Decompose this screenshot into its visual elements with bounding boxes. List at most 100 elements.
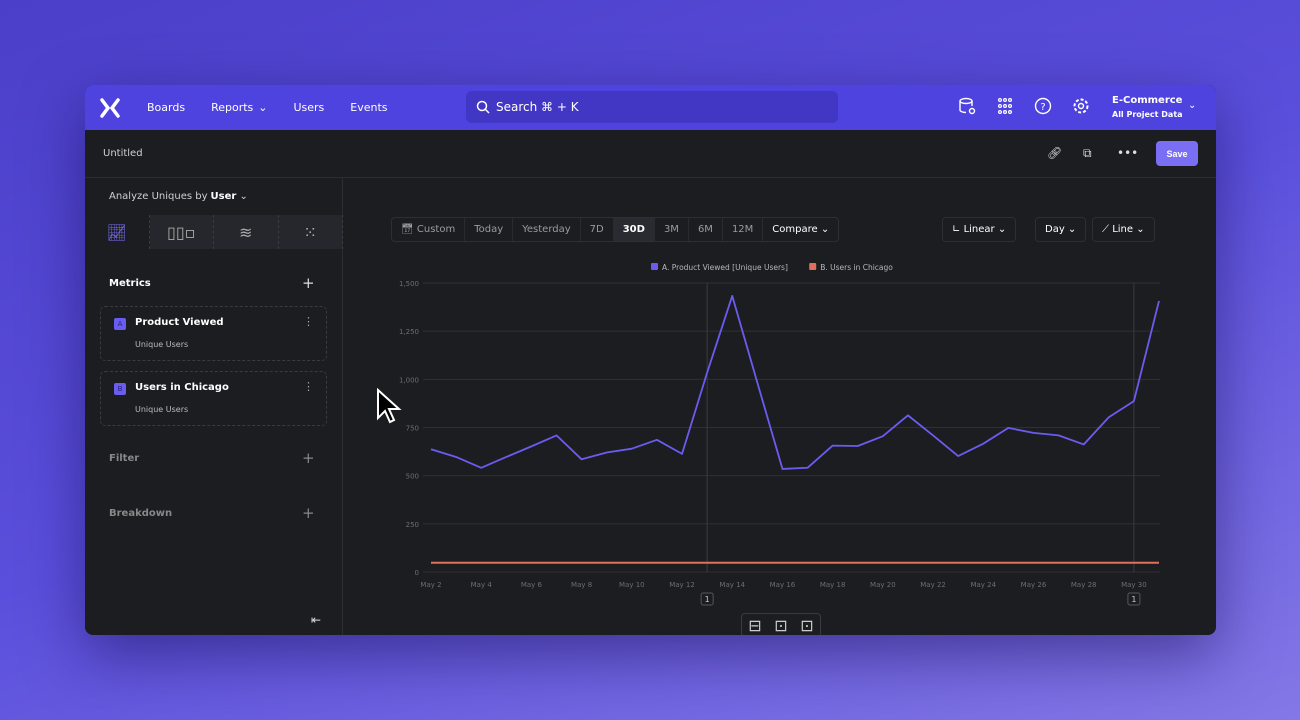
compare-label: Compare [772, 224, 818, 235]
metric-measure[interactable]: Unique Users [135, 340, 189, 349]
y-tick-label: 1,250 [399, 328, 419, 336]
analyze-label: Analyze Uniques by [109, 191, 208, 202]
metric-measure[interactable]: Unique Users [135, 405, 189, 414]
add-metric-button[interactable]: + [302, 274, 315, 292]
metric-card[interactable]: B Users in Chicago Unique Users ⋮ [100, 371, 327, 426]
y-tick-label: 1,500 [399, 280, 419, 288]
project-name: E-Commerce [1112, 95, 1183, 106]
y-tick-label: 250 [406, 521, 419, 529]
report-title[interactable]: Untitled [103, 148, 143, 159]
tab-flows-icon[interactable]: ≋ [214, 215, 279, 249]
nav-users[interactable]: Users [293, 101, 324, 114]
interval-label: Day [1045, 224, 1065, 235]
metric-name: Product Viewed [135, 317, 224, 328]
report-header: Untitled 🔗︎ ⧉ ••• Save [85, 130, 1216, 178]
nav-label: Events [350, 101, 388, 114]
annotation-label: 1 [705, 595, 710, 604]
breakdown-heading: Breakdown [109, 508, 173, 519]
kebab-menu-icon[interactable]: ⋮ [303, 315, 314, 328]
x-tick-label: May 28 [1071, 581, 1097, 589]
x-tick-label: May 26 [1021, 581, 1047, 589]
project-selector[interactable]: E-Commerce All Project Data [1112, 94, 1183, 122]
duplicate-icon[interactable]: ⧉ [1083, 146, 1092, 160]
x-tick-label: May 30 [1121, 581, 1147, 589]
series-line-a [430, 295, 1160, 470]
x-tick-label: May 4 [471, 581, 493, 589]
save-button[interactable]: Save [1156, 141, 1198, 166]
nav-events[interactable]: Events [350, 101, 387, 114]
analyze-value: User [210, 191, 237, 202]
metric-letter: B [114, 383, 126, 395]
link-icon[interactable]: 🔗︎ [1047, 146, 1063, 160]
scale-label: Linear [963, 224, 995, 235]
chart-type-dropdown[interactable]: ⟋ Line ⌄ [1092, 217, 1155, 242]
metric-name: Users in Chicago [135, 382, 229, 393]
kebab-menu-icon[interactable]: ⋮ [303, 380, 314, 393]
layout-bottom-icon[interactable]: ⊡ [800, 615, 814, 635]
x-tick-label: May 2 [420, 581, 441, 589]
legend-swatch [651, 263, 658, 270]
range-30d[interactable]: 30D [613, 218, 655, 241]
interval-dropdown[interactable]: Day ⌄ [1035, 217, 1087, 242]
line-chart-icon: ⟋ Line ⌄ [1102, 224, 1145, 235]
date-range-bar: 📅︎ Custom Today Yesterday 7D 30D 3M 6M 1… [391, 217, 840, 242]
chart-type-label: Line [1112, 224, 1134, 235]
nav-label: Boards [147, 101, 186, 114]
add-filter-button[interactable]: + [302, 449, 315, 467]
y-tick-label: 0 [415, 569, 419, 577]
custom-range-button[interactable]: 📅︎ Custom [392, 218, 466, 241]
search-placeholder: Search ⌘ + K [496, 100, 579, 114]
search-input[interactable]: Search ⌘ + K [466, 91, 838, 123]
nav-boards[interactable]: Boards [147, 101, 185, 114]
metric-letter: A [114, 318, 126, 330]
apps-grid-icon[interactable] [995, 96, 1015, 116]
annotation-badge [700, 592, 714, 606]
range-7d[interactable]: 7D [581, 218, 614, 241]
nav-label: Reports [211, 101, 254, 114]
tab-insights-icon[interactable]: 📈︎ [85, 215, 150, 249]
metrics-heading: Metrics [109, 278, 151, 289]
compare-dropdown[interactable]: Compare ⌄ [772, 224, 830, 235]
gear-icon[interactable] [1071, 96, 1091, 116]
annotation-label: 1 [1131, 595, 1136, 604]
collapse-sidebar-icon[interactable]: ⇤ [311, 613, 322, 627]
axis-icon: ∟ Linear ⌄ [952, 224, 1007, 235]
analyze-by[interactable]: Analyze Uniques by User ⌄ [109, 191, 248, 202]
range-6m[interactable]: 6M [689, 218, 723, 241]
x-tick-label: May 16 [770, 581, 796, 589]
search-icon [476, 100, 490, 114]
more-icon[interactable]: ••• [1117, 146, 1139, 160]
x-tick-label: May 24 [970, 581, 996, 589]
range-yesterday[interactable]: Yesterday [513, 218, 581, 241]
app-window: Boards Reports ⌄ Users Events Search ⌘ + … [85, 85, 1216, 635]
tab-retention-icon[interactable]: ⁙ [278, 215, 343, 249]
scale-dropdown[interactable]: ∟ Linear ⌄ [942, 217, 1017, 242]
help-icon[interactable]: ? [1033, 96, 1053, 116]
x-tick-label: May 22 [920, 581, 946, 589]
x-tick-label: May 18 [820, 581, 846, 589]
layout-toggle[interactable]: ⊟ ⊡ ⊡ [741, 613, 821, 635]
legend-label: B. Users in Chicago [820, 263, 893, 272]
x-tick-label: May 6 [521, 581, 543, 589]
sidebar: Analyze Uniques by User ⌄ 📈︎ ▯▯▫ ≋ ⁙ Metr… [85, 178, 343, 635]
range-today[interactable]: Today [465, 218, 514, 241]
layout-split-icon[interactable]: ⊟ [748, 615, 762, 635]
top-nav: Boards Reports ⌄ Users Events Search ⌘ + … [85, 85, 1216, 130]
range-12m[interactable]: 12M [723, 218, 764, 241]
add-breakdown-button[interactable]: + [302, 504, 315, 522]
filter-heading: Filter [109, 453, 140, 464]
range-3m[interactable]: 3M [655, 218, 689, 241]
legend-label: A. Product Viewed [Unique Users] [662, 263, 788, 272]
custom-label: Custom [416, 224, 456, 235]
layout-top-icon[interactable]: ⊡ [774, 615, 788, 635]
metric-card[interactable]: A Product Viewed Unique Users ⋮ [100, 306, 327, 361]
legend-swatch [809, 263, 817, 270]
x-tick-label: May 20 [870, 581, 896, 589]
chevron-down-icon[interactable]: ⌄ [1188, 100, 1197, 111]
tab-funnels-icon[interactable]: ▯▯▫ [149, 215, 214, 249]
x-tick-label: May 10 [619, 581, 645, 589]
data-settings-icon[interactable] [957, 96, 977, 116]
y-tick-label: 500 [406, 473, 419, 481]
logo-icon[interactable] [99, 97, 121, 119]
nav-reports[interactable]: Reports ⌄ [211, 101, 267, 114]
